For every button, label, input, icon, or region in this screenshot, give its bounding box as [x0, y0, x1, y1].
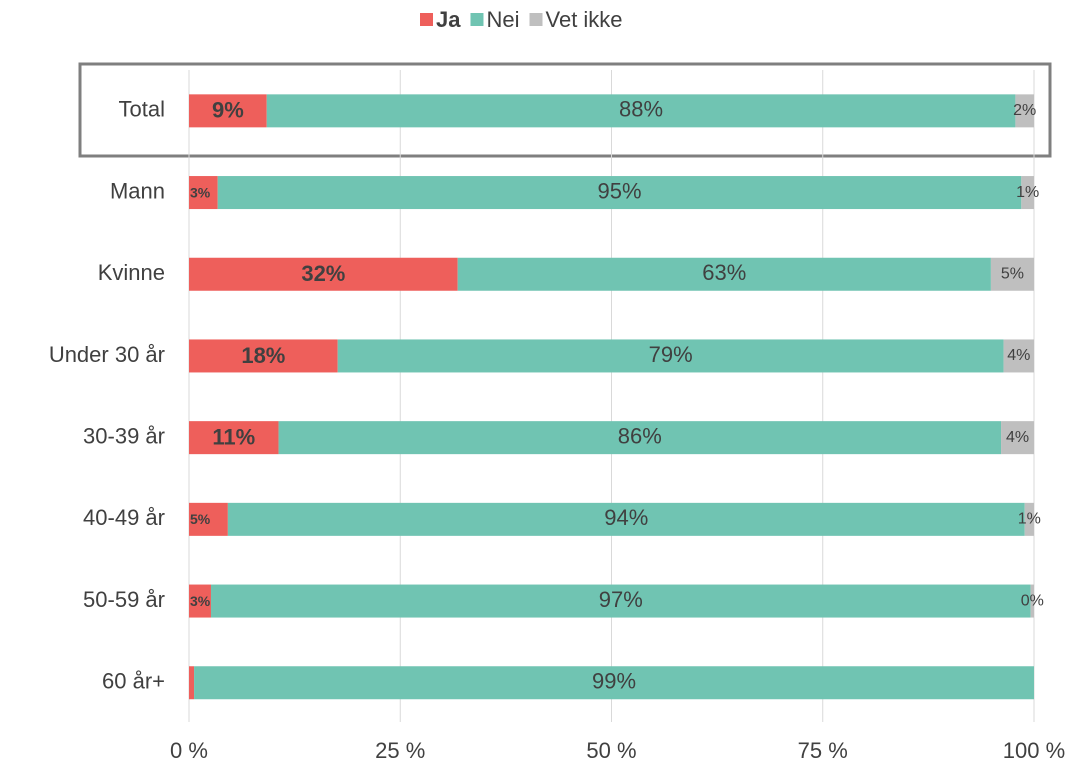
data-label: 95%	[598, 178, 642, 203]
data-label: 5%	[1001, 265, 1024, 282]
y-tick-label: 40-49 år	[83, 505, 165, 530]
bar-segment	[210, 584, 1031, 618]
x-tick-label: 75 %	[798, 738, 848, 763]
bar-segment	[1024, 502, 1034, 536]
legend: Ja Nei Vet ikke	[420, 7, 623, 32]
y-tick-label: Kvinne	[98, 260, 165, 285]
data-label: 3%	[190, 593, 211, 609]
data-label: 4%	[1007, 347, 1030, 364]
data-label: 11%	[212, 424, 255, 449]
data-label: 4%	[1006, 429, 1029, 446]
legend-swatch	[470, 13, 484, 26]
bar-segment	[189, 176, 218, 210]
bar-segment	[189, 502, 228, 536]
bar-segment	[1003, 339, 1034, 373]
bar-segment	[266, 94, 1016, 128]
data-label: 1%	[1016, 184, 1039, 201]
data-label: 97%	[599, 587, 643, 612]
legend-label: Vet ikke	[546, 7, 623, 32]
bar-segment	[1001, 421, 1034, 455]
data-label: 86%	[618, 423, 662, 448]
legend-label: Nei	[486, 7, 519, 32]
data-label: 32%	[301, 261, 345, 286]
x-tick-label: 100 %	[1003, 738, 1065, 763]
bar-segment	[1015, 94, 1034, 128]
data-label: 5%	[190, 511, 211, 527]
data-label: 2%	[1013, 102, 1036, 119]
bar-segment	[337, 339, 1004, 373]
data-label: 9%	[212, 98, 244, 123]
bar-segment	[227, 502, 1025, 536]
data-label: 3%	[190, 184, 211, 200]
data-label: 18%	[241, 343, 285, 368]
x-tick-label: 25 %	[375, 738, 425, 763]
bar-segment	[217, 176, 1022, 210]
y-tick-label: Total	[119, 97, 165, 122]
highlight-box	[78, 62, 1052, 158]
bar-segment	[1021, 176, 1034, 210]
data-label: 63%	[702, 260, 746, 285]
bar-segment	[194, 666, 1034, 700]
y-tick-label: 50-59 år	[83, 587, 165, 612]
bar-segment	[189, 666, 195, 700]
legend-swatch	[420, 13, 433, 26]
bar-segment	[189, 339, 338, 373]
data-label: 79%	[649, 342, 693, 367]
bar-segment	[457, 257, 991, 291]
data-label: 0%	[1021, 592, 1044, 609]
y-tick-label: Mann	[110, 178, 165, 203]
data-label: 88%	[619, 97, 663, 122]
data-label: 1%	[1018, 511, 1041, 528]
bar-segment	[189, 257, 458, 291]
legend-label: Ja	[436, 7, 461, 32]
bar-segment	[189, 94, 267, 128]
y-tick-label: 60 år+	[102, 669, 165, 694]
legend-swatch	[529, 13, 543, 26]
data-label: 99%	[592, 669, 636, 694]
data-label: 94%	[604, 505, 648, 530]
bar-segment	[990, 257, 1034, 291]
bar-segment	[189, 421, 279, 455]
x-tick-label: 50 %	[586, 738, 636, 763]
bar-segment	[189, 584, 211, 618]
x-tick-label: 0 %	[170, 738, 208, 763]
bar-segment	[278, 421, 1002, 455]
y-tick-label: Under 30 år	[49, 342, 165, 367]
y-tick-label: 30-39 år	[83, 423, 165, 448]
bar-segment	[1030, 584, 1034, 618]
